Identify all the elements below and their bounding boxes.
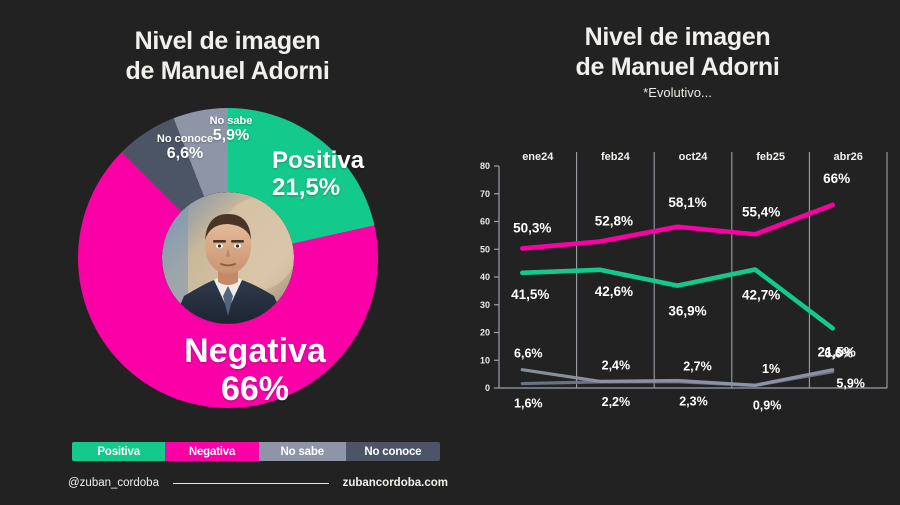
avatar [162, 192, 294, 324]
data-label: 41,5% [511, 287, 549, 302]
y-axis-tick: 40 [480, 272, 490, 282]
series-line-negativa [519, 202, 835, 251]
legend-item-negativa[interactable]: Negativa [165, 442, 259, 461]
donut-label-no-conoce-text: No conoce [156, 133, 214, 145]
donut-label-negativa-value: 66% [220, 370, 290, 409]
page-title-left: Nivel de imagen de Manuel Adorni [0, 26, 455, 86]
y-axis-tick: 50 [480, 244, 490, 254]
series-line-positiva [519, 267, 835, 331]
data-label: 52,8% [595, 213, 633, 228]
data-label: 50,3% [513, 220, 551, 235]
title-line-2: de Manuel Adorni [125, 57, 330, 85]
data-label: 2,3% [679, 395, 708, 409]
y-axis-tick: 70 [480, 189, 490, 199]
x-axis-tick: feb24 [601, 151, 631, 163]
y-axis-tick: 10 [480, 355, 490, 365]
right-panel: Nivel de imagen de Manuel Adorni *Evolut… [455, 0, 900, 505]
y-axis-tick: 30 [480, 300, 490, 310]
social-handle[interactable]: @zuban_cordoba [68, 477, 159, 489]
legend-left: Positiva Negativa No sabe No conoce [72, 442, 440, 461]
data-label: 1% [762, 362, 780, 376]
left-panel: Nivel de imagen de Manuel Adorni [0, 26, 455, 492]
x-axis-tick: abr26 [834, 151, 863, 163]
data-label: 2,4% [602, 358, 631, 372]
series-line-no-conoce [520, 368, 835, 387]
data-label: 36,9% [668, 304, 706, 319]
donut-label-no-conoce-value: 6,6% [166, 145, 204, 163]
data-label: 2,2% [602, 395, 631, 409]
y-axis-tick: 20 [480, 328, 490, 338]
data-label: 0,9% [753, 399, 782, 413]
data-label: 21,5% [818, 344, 856, 359]
legend-item-no-conoce[interactable]: No conoce [345, 442, 440, 461]
x-axis-tick: feb25 [756, 151, 785, 163]
subtitle-evolutivo: *Evolutivo... [643, 85, 712, 100]
legend-item-no-sabe[interactable]: No sabe [258, 442, 346, 461]
donut-label-positiva-value: 21,5% [272, 173, 341, 201]
donut-label-no-sabe-text: No sabe [209, 115, 253, 127]
legend-item-positiva[interactable]: Positiva [72, 442, 166, 461]
legend-label-negativa: Negativa [188, 445, 236, 458]
legend-label-no-conoce: No conoce [364, 445, 422, 458]
legend-label-no-sabe: No sabe [280, 445, 325, 458]
donut-label-positiva-text: Positiva [272, 147, 365, 174]
data-label: 58,1% [668, 195, 706, 210]
y-axis-tick: 60 [480, 217, 490, 227]
y-axis-tick: 80 [480, 161, 490, 171]
y-axis-tick: 0 [485, 383, 490, 393]
data-label: 6,6% [824, 347, 853, 361]
donut-chart [78, 108, 378, 408]
page-title-right: Nivel de imagen de Manuel Adorni [455, 22, 900, 82]
x-axis-tick: ene24 [522, 151, 554, 163]
title-right-line-2: de Manuel Adorni [575, 53, 780, 81]
website-url[interactable]: zubancordoba.com [342, 477, 448, 489]
x-axis-tick: oct24 [679, 151, 709, 163]
line-chart-svg: 0 10 20 30 40 50 60 70 80 ene24 feb24 oct24 feb25 abr… [480, 151, 888, 413]
legend-label-positiva: Positiva [97, 445, 140, 458]
data-label: 66% [823, 171, 850, 186]
data-label: 55,4% [742, 204, 780, 219]
data-label: 42,6% [595, 284, 633, 299]
donut-label-negativa: Negativa 66% [130, 332, 380, 408]
data-label: 5,9% [836, 377, 865, 391]
line-chart: 0 10 20 30 40 50 60 70 80 ene24 feb24 oct24 feb25 abr… [463, 140, 893, 420]
donut-label-positiva: Positiva 21,5% [272, 147, 412, 202]
donut-label-no-sabe-value: 5,9% [212, 127, 250, 145]
data-label: 42,7% [742, 288, 780, 303]
donut-label-no-sabe: No sabe 5,9% [196, 115, 266, 145]
data-label: 2,7% [683, 360, 712, 374]
data-label: 1,6% [514, 397, 543, 411]
donut-hole [162, 192, 294, 324]
footer-left: @zuban_cordoba zubancordoba.com [68, 474, 448, 492]
donut-label-negativa-text: Negativa [184, 332, 326, 370]
footer-divider [172, 482, 329, 484]
data-label: 6,6% [514, 347, 543, 361]
title-line-1: Nivel de imagen [134, 27, 321, 55]
title-right-line-1: Nivel de imagen [584, 23, 771, 51]
donut-label-no-conoce: No conoce 6,6% [146, 133, 224, 163]
